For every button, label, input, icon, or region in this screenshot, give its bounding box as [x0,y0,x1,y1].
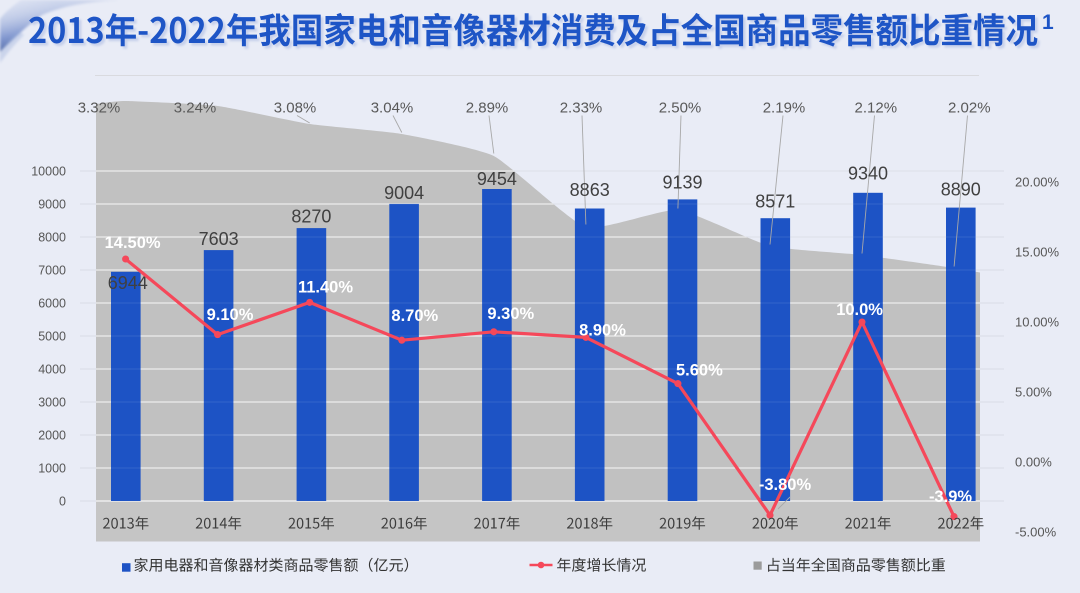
svg-text:8270: 8270 [291,207,331,227]
svg-text:9004: 9004 [384,183,424,203]
svg-text:2.02%: 2.02% [948,100,991,117]
svg-text:2.12%: 2.12% [855,100,898,117]
svg-text:9.10%: 9.10% [207,306,254,324]
svg-text:6944: 6944 [108,273,148,293]
svg-text:2000: 2000 [38,429,66,443]
svg-text:1000: 1000 [38,462,66,476]
svg-text:8863: 8863 [570,180,610,200]
svg-text:9139: 9139 [662,173,702,193]
svg-text:3.32%: 3.32% [78,100,121,117]
svg-text:10000: 10000 [31,165,66,179]
svg-text:3.04%: 3.04% [371,100,414,117]
svg-text:8890: 8890 [941,180,981,200]
svg-text:3.24%: 3.24% [174,100,217,117]
svg-text:-5.00%: -5.00% [1015,525,1057,540]
svg-text:2.33%: 2.33% [560,100,603,117]
svg-text:8.70%: 8.70% [391,307,438,325]
svg-text:2.50%: 2.50% [659,100,702,117]
svg-text:7603: 7603 [199,229,239,249]
svg-text:3000: 3000 [38,396,66,410]
svg-text:8.90%: 8.90% [579,322,626,340]
svg-text:8571: 8571 [755,192,795,212]
svg-text:11.40%: 11.40% [298,279,353,297]
svg-text:8000: 8000 [38,231,66,245]
svg-text:0: 0 [59,495,66,509]
svg-text:4000: 4000 [38,363,66,377]
svg-text:10.0%: 10.0% [836,301,883,319]
svg-text:2.89%: 2.89% [466,100,509,117]
svg-text:20.00%: 20.00% [1015,175,1060,190]
svg-text:-3.80%: -3.80% [759,476,812,494]
svg-text:15.00%: 15.00% [1015,245,1060,260]
svg-text:0.00%: 0.00% [1015,455,1052,470]
svg-text:9.30%: 9.30% [487,305,534,323]
svg-text:7000: 7000 [38,264,66,278]
svg-text:6000: 6000 [38,297,66,311]
svg-text:14.50%: 14.50% [105,234,161,252]
svg-text:5.00%: 5.00% [1015,385,1052,400]
svg-text:1: 1 [1042,11,1054,34]
svg-text:2.19%: 2.19% [763,100,806,117]
svg-text:5000: 5000 [38,330,66,344]
svg-text:9454: 9454 [477,169,517,189]
svg-text:9340: 9340 [848,164,888,184]
svg-text:3.08%: 3.08% [274,100,317,117]
svg-text:10.00%: 10.00% [1015,315,1060,330]
svg-text:5.60%: 5.60% [676,362,723,380]
svg-text:-3.9%: -3.9% [929,488,972,506]
svg-text:9000: 9000 [38,198,66,212]
